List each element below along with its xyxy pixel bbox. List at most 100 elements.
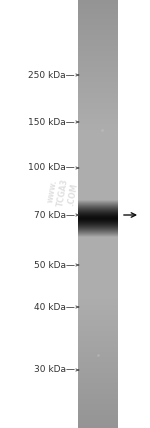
Bar — [78, 359, 118, 360]
Bar — [78, 204, 118, 205]
Bar — [78, 250, 118, 252]
Bar — [78, 247, 118, 249]
Bar — [78, 89, 118, 90]
Bar — [78, 331, 118, 333]
Bar — [78, 420, 118, 422]
Bar — [78, 370, 118, 372]
Bar — [78, 73, 118, 74]
Bar — [78, 3, 118, 5]
Bar — [78, 350, 118, 351]
Bar — [78, 401, 118, 402]
Bar — [78, 394, 118, 395]
Bar — [78, 61, 118, 62]
Bar — [78, 208, 118, 209]
Bar — [78, 91, 118, 92]
Bar — [78, 201, 118, 202]
Bar — [78, 278, 118, 279]
Bar — [78, 230, 118, 232]
Bar — [78, 180, 118, 181]
Bar — [78, 418, 118, 419]
Bar — [78, 31, 118, 33]
Bar — [78, 345, 118, 347]
Bar — [78, 256, 118, 258]
Bar — [78, 188, 118, 190]
Bar — [78, 216, 118, 217]
Bar — [78, 373, 118, 374]
Bar — [78, 324, 118, 326]
Bar — [78, 144, 118, 146]
Bar — [78, 110, 118, 112]
Bar — [78, 104, 118, 105]
Bar — [78, 147, 118, 149]
Bar — [78, 321, 118, 323]
Bar — [78, 403, 118, 404]
Bar — [78, 317, 118, 318]
Bar — [78, 15, 118, 17]
Bar — [78, 55, 118, 56]
Bar — [78, 172, 118, 173]
Bar — [78, 357, 118, 359]
Text: 40 kDa—: 40 kDa— — [34, 303, 75, 312]
Bar — [78, 381, 118, 383]
Bar — [78, 325, 118, 327]
Bar — [78, 427, 118, 428]
Bar — [78, 2, 118, 3]
Bar — [78, 161, 118, 163]
Bar — [78, 221, 118, 223]
Bar — [78, 116, 118, 118]
Bar — [78, 153, 118, 155]
Text: 250 kDa—: 250 kDa— — [28, 71, 75, 80]
Bar — [78, 171, 118, 172]
Bar — [78, 356, 118, 357]
Bar — [78, 118, 118, 119]
Bar — [78, 1, 118, 3]
Bar — [78, 43, 118, 45]
Bar — [78, 53, 118, 54]
Bar — [78, 57, 118, 59]
Bar — [78, 297, 118, 298]
Bar — [78, 154, 118, 155]
Bar — [78, 27, 118, 29]
Bar — [78, 333, 118, 335]
Bar — [78, 79, 118, 80]
Bar — [78, 41, 118, 42]
Bar — [78, 11, 118, 12]
Bar — [78, 156, 118, 158]
Bar — [78, 393, 118, 395]
Bar — [78, 113, 118, 115]
Bar — [78, 51, 118, 53]
Bar — [78, 16, 118, 18]
Bar — [78, 415, 118, 416]
Bar — [78, 81, 118, 83]
Bar — [78, 301, 118, 303]
Bar — [78, 255, 118, 256]
Bar — [78, 315, 118, 316]
Bar — [78, 107, 118, 109]
Bar — [78, 129, 118, 131]
Bar — [78, 67, 118, 68]
Bar — [78, 335, 118, 336]
Bar — [78, 75, 118, 77]
Text: www.
TCGA3
.COM: www. TCGA3 .COM — [46, 176, 80, 209]
Bar — [78, 212, 118, 214]
Bar — [78, 268, 118, 270]
Bar — [78, 176, 118, 178]
Bar — [78, 136, 118, 137]
Bar — [78, 361, 118, 363]
Bar — [78, 210, 118, 211]
Bar — [78, 185, 118, 187]
Bar — [78, 422, 118, 423]
Bar — [78, 94, 118, 95]
Bar — [78, 97, 118, 98]
Bar — [78, 217, 118, 219]
Bar — [78, 271, 118, 273]
Bar — [78, 319, 118, 321]
Bar — [78, 100, 118, 101]
Bar — [78, 32, 118, 33]
Bar — [78, 88, 118, 89]
Bar — [78, 349, 118, 351]
Bar — [78, 5, 118, 6]
Bar — [78, 253, 118, 255]
Bar — [78, 68, 118, 69]
Bar — [78, 414, 118, 416]
